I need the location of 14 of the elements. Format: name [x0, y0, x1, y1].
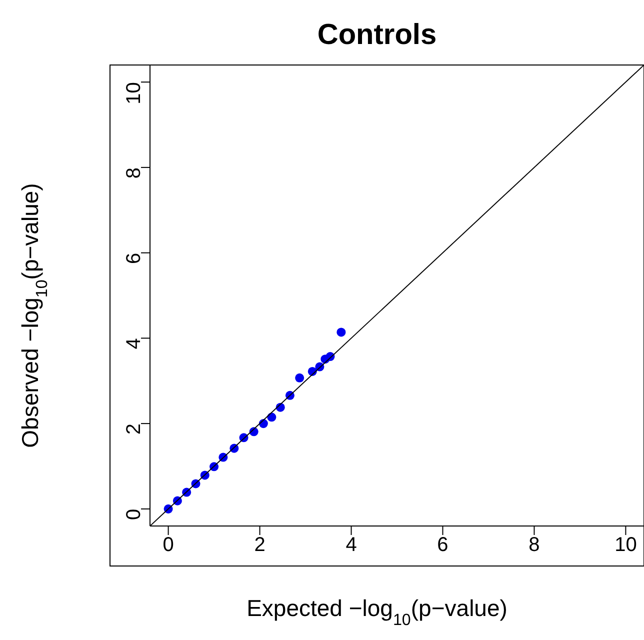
- x-tick-label: 0: [162, 534, 174, 556]
- y-tick-label: 0: [123, 508, 146, 520]
- x-tick-label: 6: [437, 534, 448, 556]
- y-tick-label: 4: [123, 338, 146, 350]
- y-tick-label: 2: [123, 424, 146, 435]
- chart-title: Controls: [317, 19, 437, 51]
- y-tick-label: 6: [123, 252, 146, 264]
- y-tick-label: 8: [123, 167, 146, 179]
- x-axis-title: Expected −log$_{10}$(p−value): [246, 595, 508, 629]
- x-tick-label: 10: [614, 534, 637, 556]
- x-tick-label: 2: [254, 534, 266, 556]
- y-tick-label: 10: [123, 82, 146, 104]
- x-tick-label: 8: [528, 534, 540, 556]
- x-tick-label: 4: [346, 534, 357, 556]
